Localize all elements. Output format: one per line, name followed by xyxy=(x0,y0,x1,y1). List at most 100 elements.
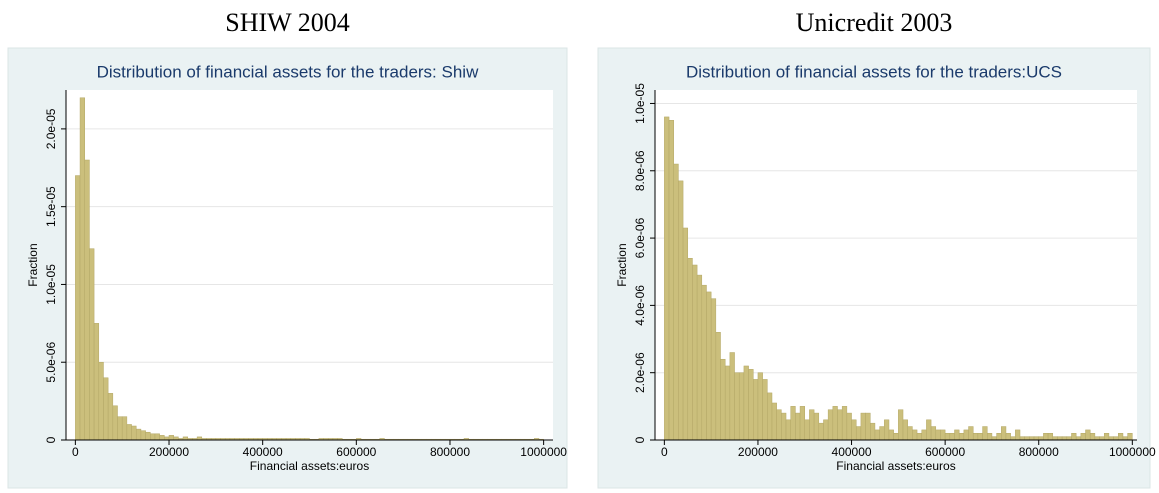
x-tick-label: 200000 xyxy=(738,445,778,459)
x-tick-label: 1000000 xyxy=(1109,445,1156,459)
bar xyxy=(121,416,128,441)
x-tick-label: 600000 xyxy=(336,445,376,459)
bar xyxy=(692,264,698,441)
bar xyxy=(757,372,763,441)
bar xyxy=(940,429,946,441)
bar xyxy=(1052,436,1058,441)
bar xyxy=(1043,433,1049,441)
bar xyxy=(870,422,876,441)
bar xyxy=(89,248,95,441)
bar xyxy=(734,372,740,441)
y-tick-label: 1.5e-05 xyxy=(44,186,58,227)
y-tick-label: 6.0e-06 xyxy=(633,217,647,258)
bar xyxy=(1071,433,1077,441)
bar xyxy=(1089,433,1096,441)
bar xyxy=(1094,436,1100,441)
bar xyxy=(79,97,85,441)
bar xyxy=(991,436,997,441)
bar xyxy=(748,369,754,441)
bar xyxy=(827,409,834,441)
x-tick-label: 600000 xyxy=(925,445,965,459)
y-tick-label: 1.0e-05 xyxy=(44,264,58,305)
x-tick-label: 200000 xyxy=(149,445,189,459)
y-tick-label: 5.0e-06 xyxy=(44,342,58,383)
bar xyxy=(738,372,745,441)
bar xyxy=(832,406,838,441)
bar xyxy=(159,435,165,441)
bar xyxy=(1099,436,1105,441)
x-tick-label: 0 xyxy=(72,445,79,459)
y-tick-label: 4.0e-06 xyxy=(633,285,647,326)
bar xyxy=(664,116,670,441)
bar xyxy=(879,426,885,441)
y-axis-label: Fraction xyxy=(26,243,40,286)
bar xyxy=(1127,433,1133,441)
bar xyxy=(762,379,768,441)
bar xyxy=(1038,436,1044,441)
y-axis-label: Fraction xyxy=(615,243,629,286)
bar xyxy=(1061,436,1068,441)
bar xyxy=(150,433,156,441)
bar xyxy=(767,392,773,441)
bar xyxy=(972,433,979,441)
bar xyxy=(898,409,904,441)
bar xyxy=(865,412,871,441)
y-tick-label: 1.0e-05 xyxy=(633,83,647,124)
bar xyxy=(126,424,132,441)
bar xyxy=(1033,436,1039,441)
bar xyxy=(168,435,174,441)
panel-heading: Unicredit 2003 xyxy=(796,8,953,37)
bar xyxy=(682,227,689,441)
y-tick-label: 8.0e-06 xyxy=(633,150,647,191)
bar xyxy=(851,419,857,441)
bar xyxy=(855,426,862,441)
bar xyxy=(75,175,81,441)
bar xyxy=(893,433,899,441)
y-tick-label: 2.0e-05 xyxy=(44,108,58,149)
bar xyxy=(706,291,712,441)
bar xyxy=(84,159,90,441)
bar xyxy=(729,352,735,441)
bar xyxy=(799,406,805,441)
bar xyxy=(860,412,866,441)
bar xyxy=(996,433,1002,441)
bar xyxy=(921,429,927,441)
bar xyxy=(963,429,969,441)
bar xyxy=(930,426,937,441)
bar xyxy=(1019,436,1025,441)
bar xyxy=(1080,433,1086,441)
bar xyxy=(701,284,707,441)
bar xyxy=(724,365,731,441)
y-tick-label: 0 xyxy=(44,436,58,443)
bar xyxy=(813,412,820,441)
bar xyxy=(884,419,890,441)
bar xyxy=(949,433,955,441)
plot-area xyxy=(66,90,553,440)
x-tick-label: 1000000 xyxy=(520,445,567,459)
bar xyxy=(987,433,993,441)
bar xyxy=(1047,433,1054,441)
bar xyxy=(977,433,983,441)
bar xyxy=(1103,433,1110,441)
bar xyxy=(776,409,782,441)
x-axis-label: Financial assets:euros xyxy=(836,459,955,473)
bar xyxy=(1118,433,1124,441)
bar xyxy=(771,402,777,441)
bar xyxy=(154,433,160,441)
y-tick-label: 2.0e-06 xyxy=(633,352,647,393)
bar xyxy=(907,426,913,441)
bar xyxy=(107,393,114,441)
bar xyxy=(112,405,118,441)
bar xyxy=(874,429,880,441)
bar xyxy=(1066,436,1072,441)
bar xyxy=(1122,436,1128,441)
x-tick-label: 400000 xyxy=(243,445,283,459)
bar xyxy=(841,406,848,441)
bar xyxy=(145,431,151,441)
bar xyxy=(673,163,679,441)
chart-title: Distribution of financial assets for the… xyxy=(686,62,1062,81)
bar xyxy=(982,426,988,441)
bar xyxy=(944,433,951,441)
